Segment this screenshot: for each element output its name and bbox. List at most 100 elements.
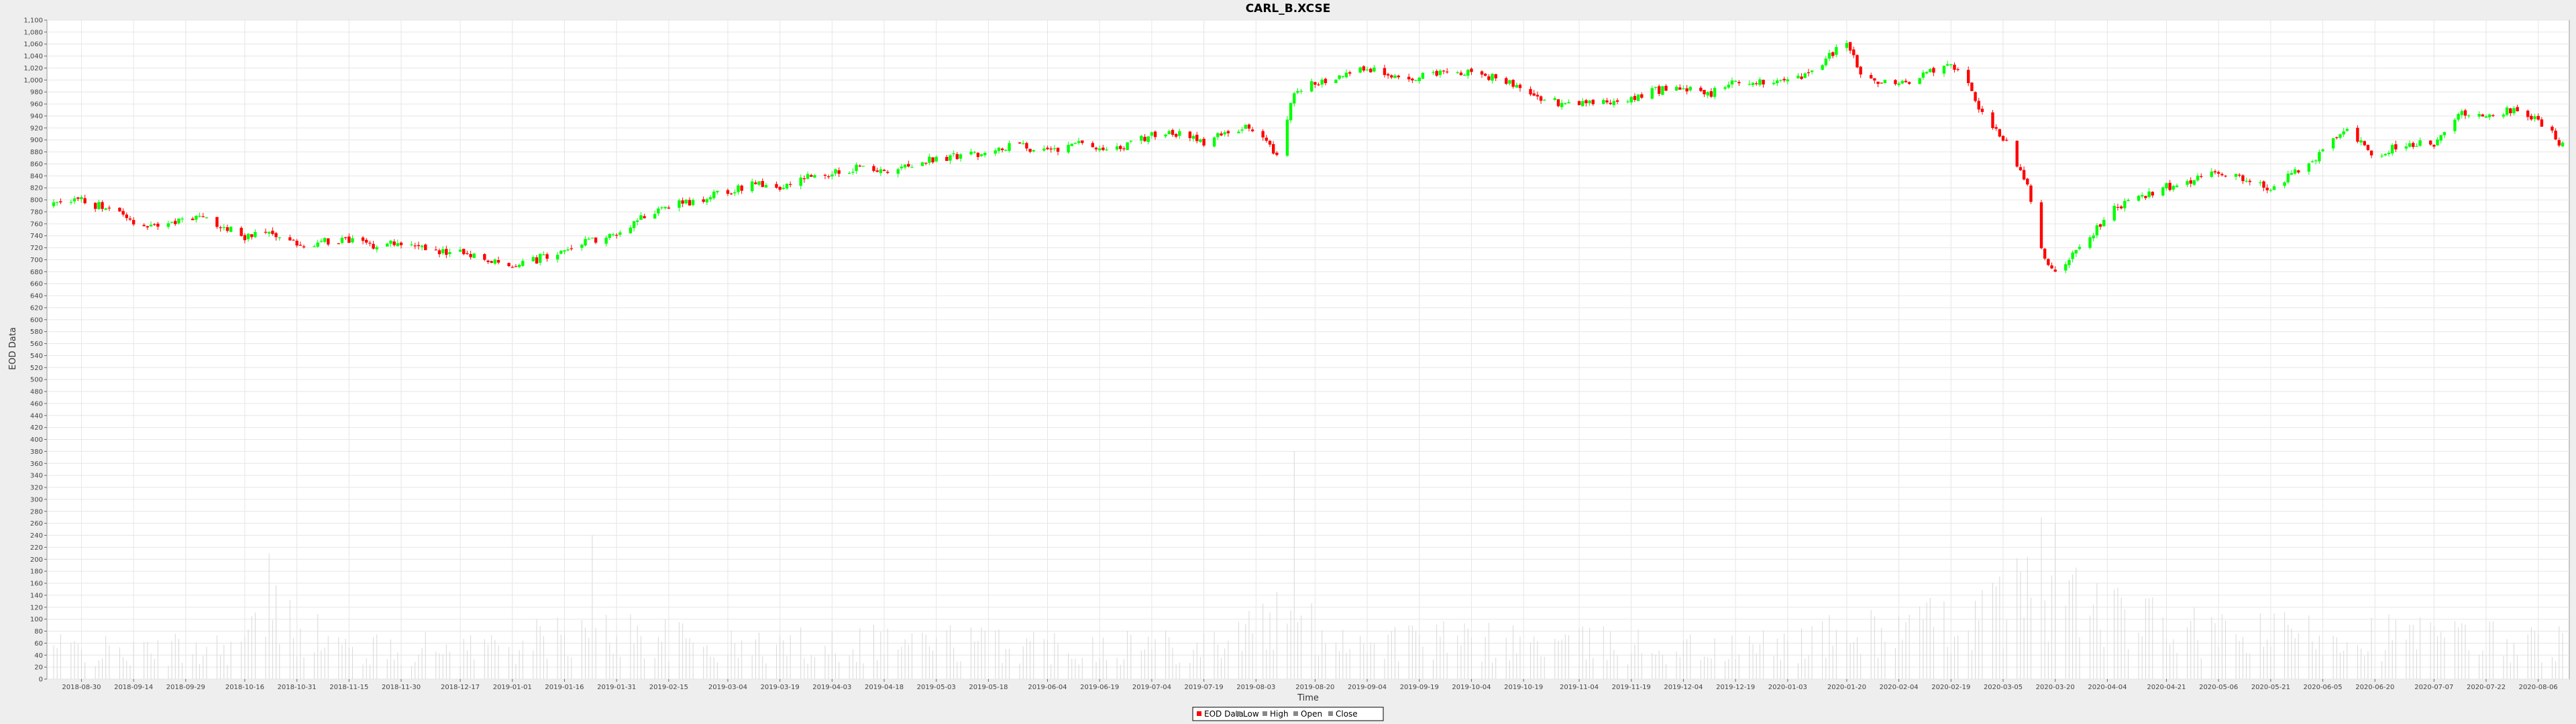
candle-body [198,215,201,217]
candle-body [191,219,195,221]
candle-body [2530,115,2533,120]
candle-body [1633,96,1637,101]
candle-body [976,153,980,158]
candle-body [2516,107,2519,112]
candle-body [222,227,226,229]
y-tick-label: 440 [30,412,43,420]
candle-body [2415,145,2418,147]
candle-body [2015,141,2019,167]
x-tick-label: 2019-07-04 [1132,684,1171,691]
candle-body [2186,181,2189,185]
candle-body [343,237,347,239]
candle-body [1678,87,1682,90]
candle-body [1758,79,1762,85]
y-tick-label: 140 [30,592,43,599]
candle-body [458,249,462,252]
y-tick-label: 700 [30,257,43,264]
candle-body [1803,73,1807,78]
candle-body [2151,192,2154,196]
candle-body [2234,174,2238,177]
x-tick-label: 2019-03-04 [708,684,747,691]
candle-body [1462,74,1466,76]
candle-body [1956,69,1960,70]
candle-body [1900,80,1904,84]
y-tick-label: 600 [30,316,43,324]
candle-body [1709,91,1713,97]
candle-body [93,202,97,209]
candle-body [979,154,983,156]
candle-body [2165,183,2168,189]
candle-body [2428,140,2432,145]
x-tick-label: 2020-07-07 [2414,684,2453,691]
candle-body [691,200,695,205]
y-tick-label: 1,040 [23,53,43,60]
candle-body [2439,135,2443,141]
candle-body [1358,67,1362,73]
candle-body [1167,131,1171,135]
candle-body [945,157,949,162]
candle-body [153,224,156,225]
candle-body [712,191,716,198]
candle-body [2196,175,2200,181]
candle-body [1827,52,1831,59]
candle-body [1591,99,1595,105]
candlesticks [52,40,2565,274]
x-tick-label: 2020-02-19 [1931,684,1970,691]
x-tick-label: 2020-04-04 [2088,684,2127,691]
candle-body [1723,87,1727,89]
candle-body [802,178,806,180]
candle-body [156,223,160,227]
candle-body [2387,152,2391,154]
x-tick-label: 2020-07-22 [2467,684,2506,691]
candle-body [2127,200,2130,201]
candle-body [219,227,222,229]
y-tick-label: 120 [30,604,43,611]
y-tick-label: 780 [30,208,43,216]
candle-body [667,207,671,209]
candle-body [177,219,180,224]
x-tick-label: 2019-12-19 [1716,684,1755,691]
candle-body [149,225,153,227]
y-tick-label: 100 [30,616,43,623]
candle-body [1536,95,1540,97]
candle-body [72,198,76,202]
candle-body [726,190,730,194]
candle-body [2463,110,2467,116]
candle-body [174,221,177,225]
candle-body [1605,100,1609,103]
candle-body [708,197,712,200]
candle-body [848,173,851,174]
candle-body [2053,269,2057,272]
y-tick-label: 0 [39,676,43,684]
candle-body [1543,99,1546,101]
candle-body [2307,163,2311,172]
candle-body [288,237,292,241]
x-tick-label: 2019-01-31 [597,684,636,691]
candle-body [2509,108,2512,113]
candle-body [271,231,274,235]
candle-body [118,207,121,212]
candle-body [555,254,559,259]
x-tick-label: 2019-05-03 [917,684,956,691]
candle-body [434,249,438,251]
candle-body [1706,92,1709,96]
candle-body [1953,64,1956,70]
candle-body [1970,82,1974,91]
candle-body [1786,79,1790,82]
candle-body [1703,90,1706,95]
candle-body [1994,127,1998,129]
candle-body [1487,76,1491,80]
candle-body [1077,141,1081,143]
candle-body [2098,224,2102,227]
candle-body [2551,127,2554,131]
candle-body [2189,180,2192,184]
y-tick-label: 800 [30,197,43,204]
candle-body [826,176,830,178]
candle-body [1852,49,1856,56]
candle-body [570,248,574,249]
candle-body [1974,92,1977,101]
candle-body [80,197,83,200]
candle-body [2418,140,2422,146]
candle-body [1682,88,1685,90]
candle-body [2477,114,2481,117]
